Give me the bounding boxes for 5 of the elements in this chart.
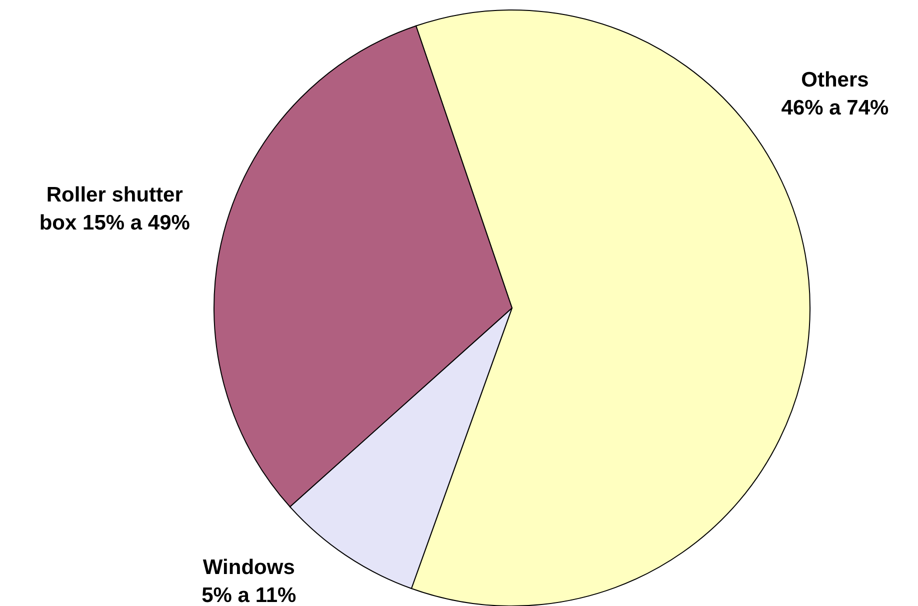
- text: 46% a 74%: [781, 96, 889, 120]
- category-label: Roller shutter box 15% a 49%: [39, 183, 190, 234]
- text: 5% a 11%: [202, 584, 297, 606]
- slice-label: Windows: [202, 556, 295, 580]
- slice-label: Others: [801, 68, 869, 92]
